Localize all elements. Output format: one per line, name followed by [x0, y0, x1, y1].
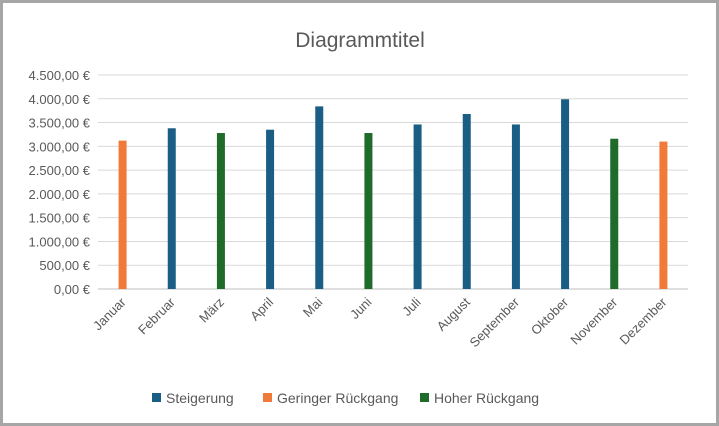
y-tick-label: 1.500,00 €: [29, 211, 91, 226]
legend-label: Geringer Rückgang: [277, 390, 398, 406]
y-tick-label: 500,00 €: [39, 258, 90, 273]
y-tick-label: 3.500,00 €: [29, 116, 91, 131]
x-tick-label: Juli: [399, 294, 423, 318]
legend-swatch: [263, 393, 272, 402]
y-tick-label: 2.000,00 €: [29, 187, 91, 202]
bar: [462, 113, 471, 290]
x-tick-label: Januar: [90, 294, 129, 333]
y-tick-label: 2.500,00 €: [29, 163, 91, 178]
bar: [315, 106, 324, 290]
y-tick-label: 3.000,00 €: [29, 139, 91, 154]
bar: [413, 124, 422, 289]
x-tick-label: April: [247, 294, 276, 323]
bar: [511, 124, 520, 289]
x-tick-label: November: [567, 294, 620, 347]
legend-swatch: [420, 393, 429, 402]
legend-swatch: [152, 393, 161, 402]
x-tick-label: März: [196, 295, 227, 326]
bar: [118, 140, 127, 289]
legend-label: Hoher Rückgang: [434, 390, 539, 406]
x-tick-label: Juni: [347, 294, 375, 322]
legend-label: Steigerung: [166, 390, 234, 406]
bar: [216, 133, 225, 289]
x-tick-label: Dezember: [617, 294, 670, 347]
bar: [610, 138, 619, 289]
x-tick-label: Oktober: [528, 294, 572, 338]
bar: [561, 99, 570, 290]
chart-title: Diagrammtitel: [295, 29, 425, 52]
y-tick-label: 4.500,00 €: [29, 68, 91, 83]
bar: [364, 133, 373, 289]
bar: [167, 128, 176, 289]
x-tick-label: August: [434, 294, 473, 333]
y-tick-label: 1.000,00 €: [29, 234, 91, 249]
y-tick-label: 4.000,00 €: [29, 92, 91, 107]
x-tick-label: Mai: [300, 294, 325, 319]
bar: [266, 129, 275, 289]
x-tick-label: Februar: [135, 294, 178, 337]
y-tick-label: 0,00 €: [54, 282, 91, 297]
x-tick-label: September: [466, 294, 522, 350]
bar: [659, 141, 668, 289]
